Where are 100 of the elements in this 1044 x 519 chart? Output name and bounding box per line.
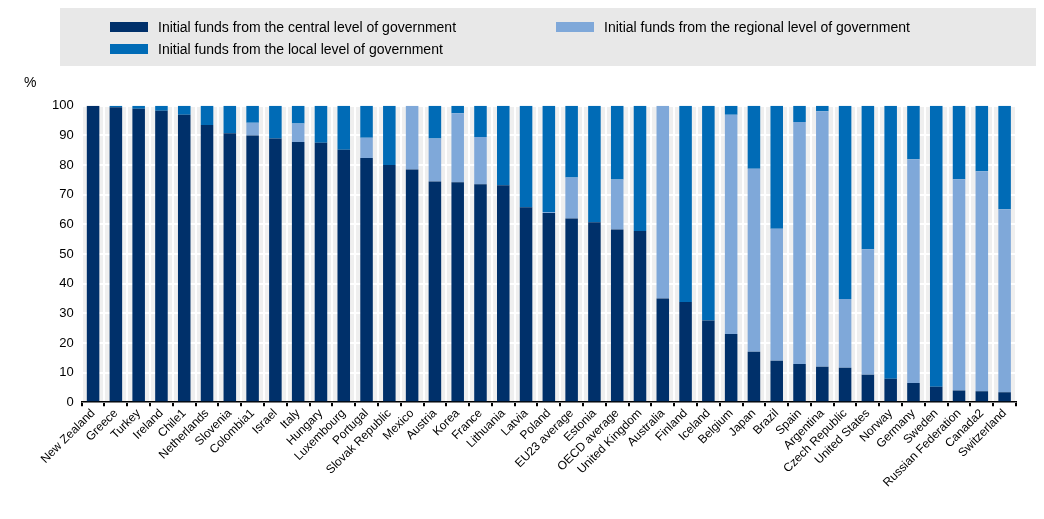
bar [519, 207, 533, 402]
bar [200, 105, 214, 126]
bar [702, 320, 715, 402]
bar [793, 122, 806, 364]
bar [565, 177, 578, 219]
bar [724, 334, 738, 402]
bar [998, 105, 1011, 210]
bar [793, 105, 806, 123]
bar [975, 391, 989, 402]
bar [952, 390, 966, 402]
bar [975, 105, 989, 172]
bar [838, 367, 852, 402]
bar [246, 105, 259, 123]
legend-label: Initial funds from the regional level of government [604, 19, 910, 35]
y-tick-label: 60 [59, 215, 74, 231]
bar [337, 105, 351, 150]
bar [884, 378, 897, 402]
bar [816, 105, 829, 112]
bar [542, 105, 556, 212]
bar [428, 138, 442, 182]
bar [770, 228, 783, 361]
bar [519, 105, 533, 208]
bar [497, 105, 510, 186]
bar [497, 185, 510, 402]
bar [907, 382, 920, 402]
bar [565, 105, 578, 178]
bar [132, 108, 145, 402]
bar [223, 105, 237, 134]
bar [451, 113, 464, 183]
bar [474, 136, 487, 185]
bar [383, 105, 396, 166]
bar [838, 105, 852, 300]
bar [907, 105, 920, 160]
bar [565, 218, 578, 402]
y-tick-label: 100 [51, 97, 74, 113]
bar [428, 105, 442, 139]
bar [360, 105, 373, 138]
y-tick-label: 80 [59, 156, 74, 172]
bar [679, 105, 692, 303]
bar [177, 114, 191, 402]
bar [291, 123, 305, 142]
bar [998, 392, 1011, 402]
bar [474, 184, 487, 402]
bar [223, 133, 237, 402]
y-tick-label: 20 [59, 334, 74, 350]
bar [132, 105, 145, 109]
y-tick-label: 50 [59, 245, 74, 261]
bar [724, 105, 738, 115]
bar [269, 138, 282, 402]
y-tick-label: 30 [59, 304, 74, 320]
bar [656, 105, 670, 299]
bar [679, 302, 692, 402]
bar [724, 114, 738, 335]
bar [907, 159, 920, 383]
bar [770, 105, 783, 229]
bar [975, 171, 989, 392]
y-tick-label: 70 [59, 186, 74, 202]
y-tick-label: 90 [59, 127, 74, 143]
bar [405, 169, 419, 402]
bar [861, 105, 875, 250]
bar [838, 299, 852, 368]
bar [861, 374, 875, 402]
bar [86, 105, 100, 402]
bar [747, 351, 761, 402]
bar [610, 105, 624, 180]
bar [474, 105, 487, 137]
bar [360, 157, 373, 402]
bar [747, 105, 761, 169]
bar [861, 249, 875, 375]
bar [109, 107, 123, 402]
bar [633, 105, 647, 231]
bar [314, 142, 328, 402]
bar [770, 360, 783, 402]
bar [952, 179, 966, 391]
bar [405, 105, 419, 170]
bar [816, 111, 829, 367]
bar [360, 137, 373, 158]
bar [816, 366, 829, 402]
y-tick-label: 10 [59, 364, 74, 380]
bar [337, 149, 351, 402]
bar [588, 222, 601, 402]
y-axis-title: % [24, 74, 37, 90]
bar [610, 179, 624, 230]
bar [884, 105, 897, 379]
bar [383, 165, 396, 402]
legend-label: Initial funds from the central level of government [158, 19, 457, 35]
bar [428, 181, 442, 402]
bar [155, 110, 168, 402]
bar [291, 141, 305, 402]
bar [929, 105, 943, 387]
bar [246, 122, 259, 136]
bar [155, 105, 168, 111]
y-tick-label: 0 [66, 393, 74, 409]
bar [588, 105, 601, 223]
bar [542, 213, 556, 402]
bar [451, 105, 464, 114]
bar [702, 105, 715, 321]
bar [246, 135, 259, 402]
bar [314, 105, 328, 143]
bar [656, 298, 670, 402]
